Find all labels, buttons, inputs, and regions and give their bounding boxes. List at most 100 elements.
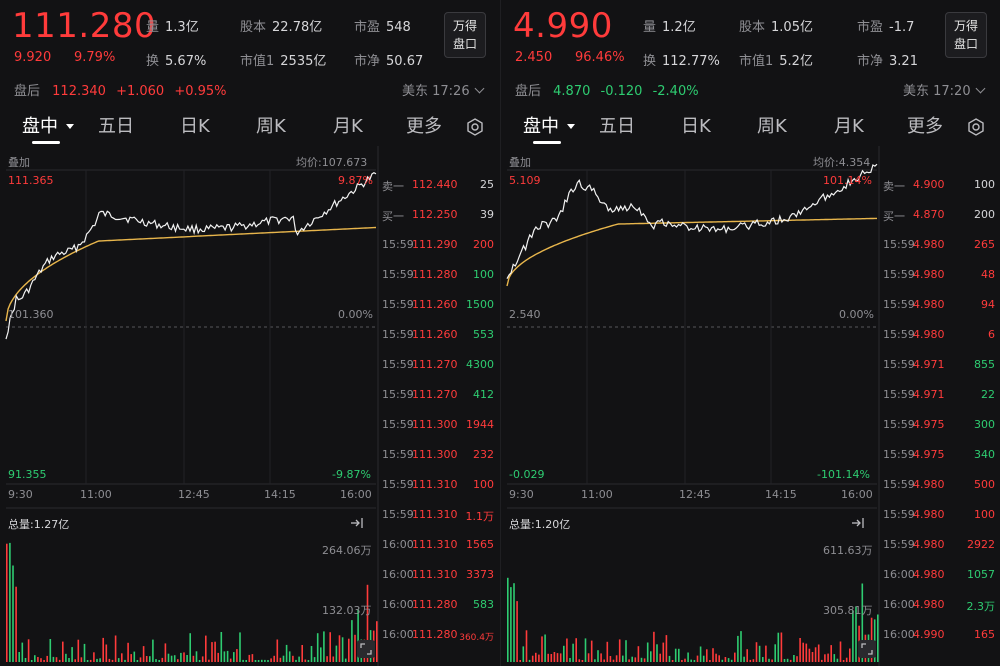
volume-bar — [223, 651, 226, 662]
trade-qty: 2.3万 — [966, 600, 996, 613]
order-side: 卖一 — [382, 180, 404, 193]
volume-bar — [89, 659, 92, 662]
volume-bar — [727, 658, 730, 662]
tab-intraday[interactable]: 盘中 — [22, 112, 74, 138]
volume-bar — [83, 643, 86, 662]
volume-bar — [637, 646, 640, 662]
trade-price: 111.260 — [412, 298, 458, 311]
wind-orderbook-button[interactable]: 万得 盘口 — [444, 12, 486, 58]
timezone-selector[interactable]: 美东 17:26 — [402, 80, 485, 99]
after-hours-price: 4.870 — [553, 84, 591, 99]
volume-bar — [177, 659, 179, 662]
trade-qty: 855 — [974, 358, 995, 371]
collapse-panel-icon[interactable] — [851, 517, 865, 529]
expand-icon[interactable] — [357, 640, 375, 658]
volume-bar — [547, 653, 549, 662]
volume-bar — [721, 659, 724, 662]
volume-bar — [681, 660, 683, 662]
volume-bar — [622, 655, 624, 662]
volume-bar — [344, 658, 347, 662]
tab-five-day[interactable]: 五日 — [98, 116, 134, 137]
tab-monthly-k[interactable]: 月K — [333, 116, 363, 137]
tab-monthly-k[interactable]: 月K — [834, 116, 864, 137]
volume-bar — [351, 620, 353, 662]
volume-bar — [133, 651, 136, 662]
volume-bar — [145, 656, 148, 662]
volume-bar — [301, 645, 303, 662]
volume-bar — [575, 638, 577, 662]
volume-bar — [634, 657, 637, 662]
trade-qty: 39 — [480, 208, 494, 221]
tab-more[interactable]: 更多 — [907, 116, 943, 137]
time-tick: 9:30 — [509, 488, 534, 501]
volume-bar — [730, 659, 733, 662]
tab-daily-k[interactable]: 日K — [681, 116, 711, 137]
volume-bar — [836, 658, 839, 662]
trade-row: 15:59 4.980 48 — [879, 260, 999, 290]
tab-weekly-k[interactable]: 周K — [256, 116, 286, 137]
stat-pb: 市净 50.67 — [354, 54, 424, 69]
volume-bar — [538, 654, 540, 662]
time-tick: 16:00 — [340, 488, 372, 501]
volume-axis-max: 264.06万 — [322, 544, 372, 557]
volume-bar — [111, 659, 114, 662]
tab-daily-k[interactable]: 日K — [180, 116, 210, 137]
volume-bar — [211, 642, 213, 662]
after-hours-pct: -2.40% — [652, 84, 699, 99]
tab-intraday[interactable]: 盘中 — [523, 112, 575, 138]
volume-bar — [313, 657, 316, 662]
volume-bar — [600, 653, 602, 662]
expand-icon[interactable] — [858, 640, 876, 658]
price-change-pct: 9.79% — [74, 50, 116, 65]
overlay-label[interactable]: 叠加 — [509, 156, 531, 169]
trade-qty: 265 — [974, 238, 995, 251]
volume-bar — [43, 660, 45, 662]
trade-time: 16:00 — [382, 568, 414, 581]
settings-icon[interactable] — [967, 118, 985, 136]
volume-axis-max: 611.63万 — [823, 544, 873, 557]
volume-bar — [855, 606, 857, 662]
volume-bar — [631, 656, 633, 662]
last-price: 111.280 — [12, 6, 157, 46]
timezone-selector[interactable]: 美东 17:20 — [903, 80, 986, 99]
volume-bar — [108, 658, 111, 662]
volume-bar — [298, 656, 300, 662]
collapse-panel-icon[interactable] — [350, 517, 364, 529]
volume-bar — [142, 646, 145, 662]
volume-bar — [671, 660, 674, 662]
volume-bar — [762, 657, 764, 662]
volume-bar — [780, 632, 783, 662]
volume-bar — [842, 660, 845, 662]
overlay-label[interactable]: 叠加 — [8, 156, 30, 169]
quote-panel-right: 4.990 2.450 96.46% 量 1.2亿 股本 1.05亿 市盈 -1.7 … — [500, 0, 1000, 666]
volume-bar — [559, 653, 562, 662]
time-tick: 14:15 — [765, 488, 797, 501]
order-book-row: 卖一 4.900 100 — [879, 170, 999, 200]
trade-row: 15:59 4.980 94 — [879, 290, 999, 320]
trade-time: 15:59 — [382, 418, 414, 431]
trade-price: 4.980 — [913, 598, 945, 611]
trade-row: 15:59 111.310 1.1万 — [378, 500, 498, 530]
volume-bar — [793, 655, 795, 662]
intraday-chart[interactable] — [0, 146, 500, 666]
volume-bar — [214, 641, 216, 662]
trade-time: 15:59 — [883, 328, 915, 341]
volume-bar — [236, 649, 238, 662]
volume-bar — [693, 660, 696, 662]
volume-bar — [870, 617, 873, 662]
trade-row: 16:00 111.280 360.4万 — [378, 620, 498, 650]
tab-more[interactable]: 更多 — [406, 116, 442, 137]
trade-qty: 100 — [473, 268, 494, 281]
wind-orderbook-button[interactable]: 万得 盘口 — [945, 12, 987, 58]
trade-row: 15:59 111.260 1500 — [378, 290, 498, 320]
volume-bar — [136, 660, 139, 662]
wind-button-line2: 盘口 — [953, 37, 978, 51]
trade-time: 15:59 — [883, 388, 915, 401]
trade-time: 15:59 — [883, 478, 915, 491]
after-hours-quote: 盘后 4.870 -0.120 -2.40% — [515, 80, 699, 99]
volume-bar — [597, 650, 599, 662]
tab-five-day[interactable]: 五日 — [599, 116, 635, 137]
trade-qty: 3373 — [466, 568, 494, 581]
settings-icon[interactable] — [466, 118, 484, 136]
tab-weekly-k[interactable]: 周K — [757, 116, 787, 137]
